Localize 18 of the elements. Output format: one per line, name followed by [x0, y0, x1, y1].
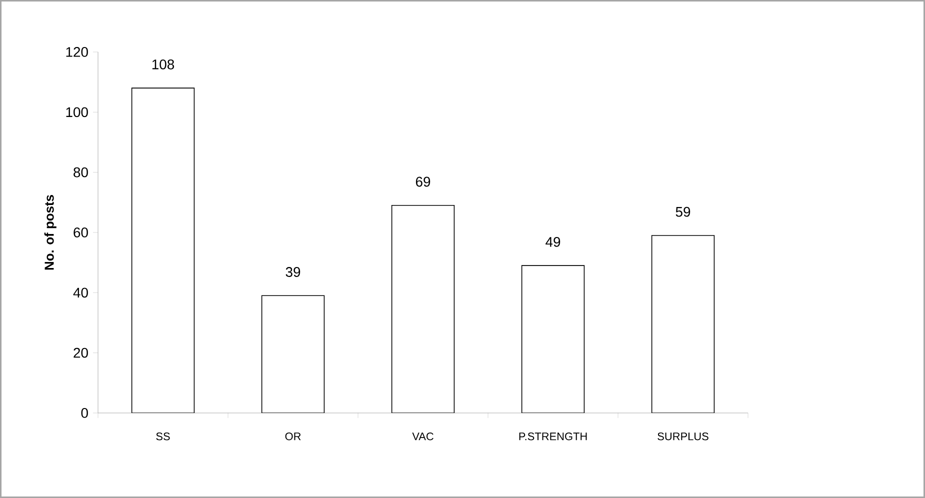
y-tick-label: 120	[66, 47, 88, 57]
x-tick-label: SURPLUS	[658, 432, 708, 440]
x-tick-label: P.STRENGTH	[519, 432, 587, 440]
data-label: 59	[676, 206, 690, 217]
y-tick-label: 60	[74, 228, 88, 238]
x-tick-label: VAC	[412, 432, 434, 440]
y-tick-label: 20	[74, 348, 88, 358]
data-label: 39	[286, 267, 300, 277]
y-tick-label: 0	[81, 408, 88, 418]
y-tick-label: 80	[74, 167, 88, 178]
y-axis-title: No. of posts	[44, 195, 56, 270]
data-label: 108	[152, 59, 174, 70]
x-tick-label: OR	[285, 432, 301, 440]
y-tick-label: 100	[66, 107, 88, 118]
x-tick-label: SS	[156, 432, 170, 440]
y-tick-label: 40	[73, 288, 88, 298]
data-label: 69	[416, 176, 430, 187]
data-label: 49	[546, 236, 560, 247]
